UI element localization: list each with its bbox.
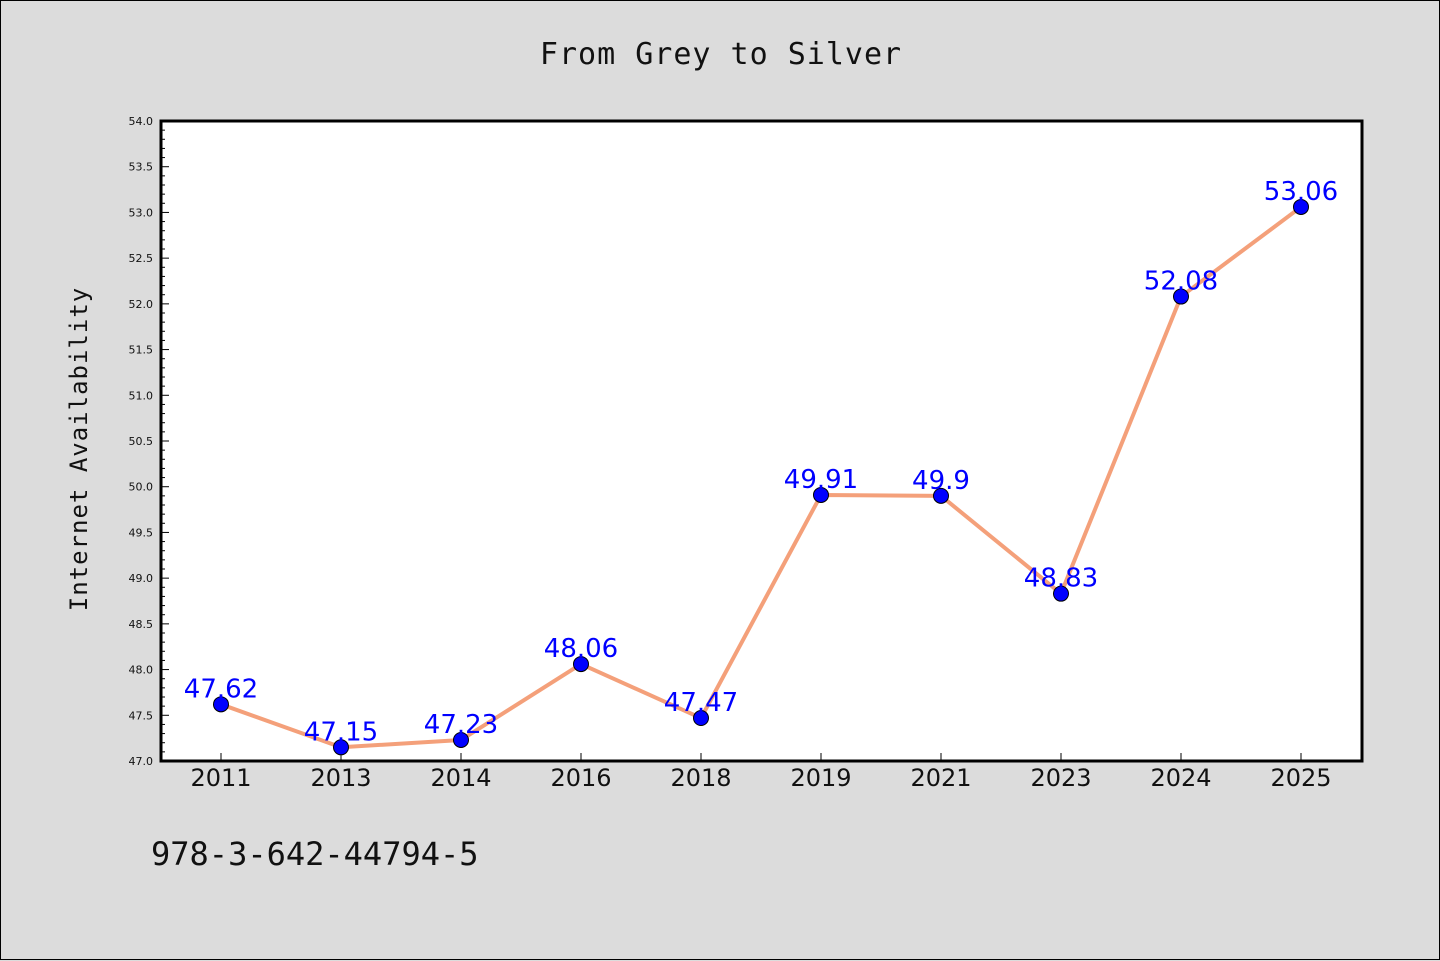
y-tick-label: 48.5 <box>129 618 154 631</box>
data-label: 53.06 <box>1264 177 1338 207</box>
y-tick-label: 51.5 <box>129 344 154 357</box>
data-label: 47.23 <box>424 710 498 740</box>
x-tick-label: 2018 <box>670 764 731 792</box>
data-point-marker <box>213 696 229 713</box>
y-tick-label: 47.0 <box>129 755 154 768</box>
y-tick-label: 47.5 <box>129 709 154 722</box>
data-label: 52.08 <box>1144 267 1218 297</box>
x-tick-label: 2011 <box>190 764 251 792</box>
x-tick-label: 2013 <box>310 764 371 792</box>
data-point-marker <box>813 486 829 503</box>
data-label: 49.91 <box>784 465 858 495</box>
y-tick-label: 49.0 <box>129 572 154 585</box>
series-line <box>220 205 1303 750</box>
x-tick-label: 2023 <box>1030 764 1091 792</box>
plot-frame <box>159 119 1364 763</box>
data-label: 49.9 <box>912 466 970 496</box>
y-tick-label: 54.0 <box>129 115 154 128</box>
y-axis-label: Internet Availability <box>65 287 93 611</box>
data-label: 47.47 <box>664 688 738 718</box>
y-tick-label: 52.5 <box>129 252 154 265</box>
data-point-marker <box>1053 585 1069 602</box>
y-tick-label: 53.0 <box>129 206 154 219</box>
data-point-marker <box>933 487 949 504</box>
data-point-marker <box>1293 198 1309 215</box>
x-tick-label: 2024 <box>1150 764 1211 792</box>
data-point-marker <box>693 710 709 727</box>
x-tick-label: 2016 <box>550 764 611 792</box>
axis-ticks: 47.0 47.5 48.0 48.5 49.0 49.5 50.0 50.5 51.0 51.5… <box>129 115 1332 792</box>
data-label: 47.62 <box>184 674 258 704</box>
y-tick-label: 49.5 <box>129 526 154 539</box>
x-tick-label: 2019 <box>790 764 851 792</box>
y-tick-label: 51.0 <box>129 389 154 402</box>
data-point-marker <box>573 656 589 673</box>
plot-area <box>161 121 1362 761</box>
y-tick-label: 52.0 <box>129 298 154 311</box>
x-tick-label: 2025 <box>1270 764 1331 792</box>
series-layer: 47.62 47.15 47.23 48.06 47.47 49.91 49.9 48.83 5… <box>184 177 1338 756</box>
data-point-marker <box>453 731 469 748</box>
y-tick-label: 50.0 <box>129 481 154 494</box>
data-label: 48.06 <box>544 634 618 664</box>
data-label: 48.83 <box>1024 564 1098 594</box>
x-tick-label: 2021 <box>910 764 971 792</box>
y-tick-label: 53.5 <box>129 161 154 174</box>
data-point-marker <box>1173 288 1189 305</box>
chart-title: From Grey to Silver <box>540 37 902 72</box>
y-tick-label: 48.0 <box>129 664 154 677</box>
y-tick-label: 50.5 <box>129 435 154 448</box>
data-point-marker <box>333 739 349 756</box>
x-tick-label: 2014 <box>430 764 491 792</box>
isbn-text: 978-3-642-44794-5 <box>151 835 479 873</box>
data-label: 47.15 <box>304 717 378 747</box>
